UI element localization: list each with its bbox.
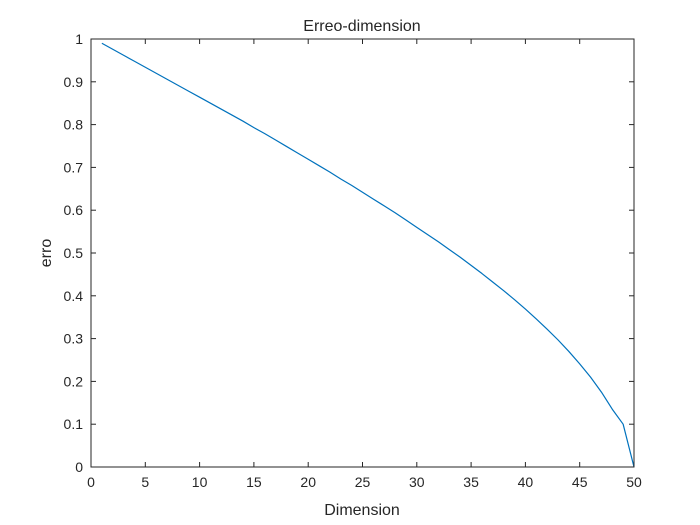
x-tick-label: 45 [572,474,588,490]
y-tick-label: 0.9 [64,74,84,90]
x-tick-label: 50 [626,474,642,490]
x-axis-title: Dimension [324,502,400,519]
series-layer [101,42,635,468]
y-tick-label: 0.7 [64,159,84,175]
axes-box [90,38,635,468]
y-tick-labels: 0 0.1 0.2 0.3 0.4 0.5 0.6 0.7 0.8 0.9 1 [64,31,84,475]
x-tick-label: 20 [300,474,316,490]
x-tick-label: 0 [87,474,95,490]
y-axis-title: erro [38,239,55,268]
y-tick-label: 1 [75,31,83,47]
chart-title: Erreo-dimension [303,18,420,35]
y-tick-label: 0 [75,459,83,475]
x-tick-label: 40 [518,474,534,490]
x-tick-label: 35 [463,474,479,490]
y-tick-label: 0.6 [64,202,84,218]
series-line [101,42,635,468]
y-tick-label: 0.4 [64,288,84,304]
y-tick-label: 0.5 [64,245,84,261]
x-tick-labels: 0 5 10 15 20 25 30 35 40 45 50 [87,474,642,490]
y-tick-label: 0.2 [64,373,84,389]
x-tick-label: 25 [355,474,371,490]
x-tick-label: 30 [409,474,425,490]
plot-area [91,39,634,467]
y-tick-label: 0.3 [64,331,84,347]
y-tick-label: 0.1 [64,416,84,432]
x-tick-label: 15 [246,474,262,490]
x-tick-label: 5 [141,474,149,490]
y-tick-label: 0.8 [64,117,84,133]
x-tick-label: 10 [192,474,208,490]
